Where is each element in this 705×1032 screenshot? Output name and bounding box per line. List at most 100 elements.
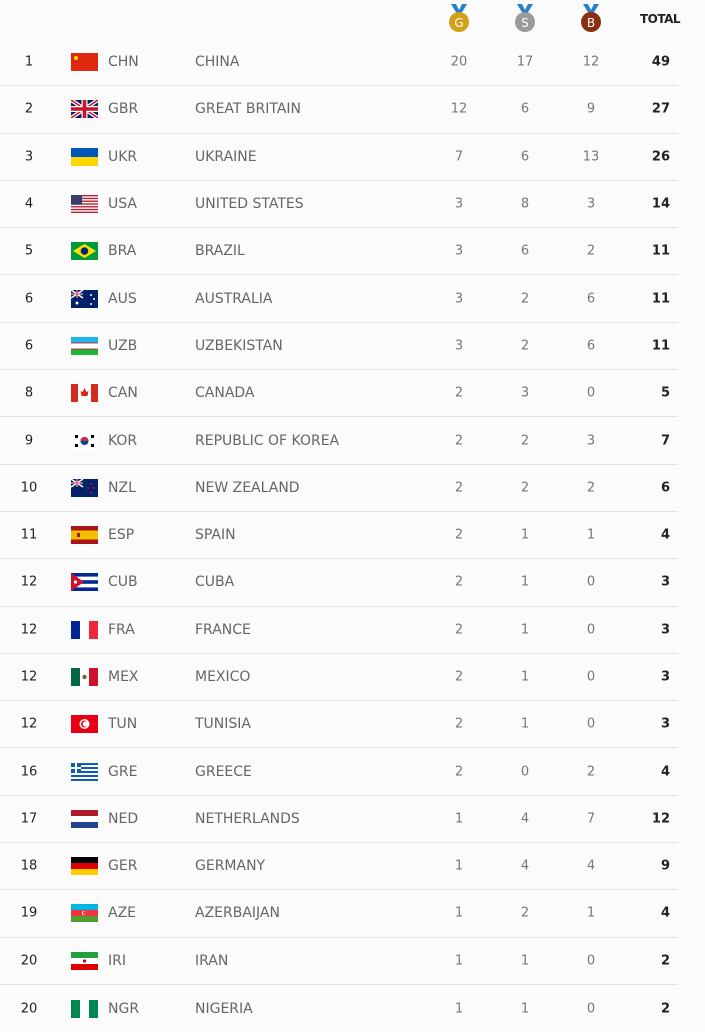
country-name[interactable]: UKRAINE (195, 148, 257, 165)
silver-count: 1 (520, 622, 530, 638)
country-name[interactable]: AUSTRALIA (195, 290, 273, 307)
total-count: 4 (660, 905, 670, 921)
flag-gre-icon (71, 762, 98, 781)
rank: 3 (24, 149, 34, 165)
bronze-count: 3 (586, 433, 596, 449)
gold-count: 2 (454, 433, 464, 449)
total-count: 3 (660, 669, 670, 685)
country-name[interactable]: AZERBAIJAN (195, 905, 280, 922)
country-code: NED (108, 810, 139, 827)
gold-count: 2 (454, 574, 464, 590)
table-row-iri[interactable]: 20 IRI IRAN 1 1 0 2 (0, 938, 678, 985)
bronze-count: 2 (586, 480, 596, 496)
country-name[interactable]: BRAZIL (195, 243, 245, 260)
table-row-cub[interactable]: 12 CUB CUBA 2 1 0 3 (0, 559, 678, 607)
rank: 5 (24, 243, 34, 259)
table-row-kor[interactable]: 9 KOR REPUBLIC OF KOREA 2 2 3 7 (0, 417, 678, 465)
rank: 8 (24, 385, 34, 401)
country-name[interactable]: UZBEKISTAN (195, 337, 283, 354)
flag-usa-icon (71, 195, 98, 214)
table-row-aus[interactable]: 6 AUS AUSTRALIA 3 2 6 11 (0, 275, 678, 323)
flag-bra-icon (71, 242, 98, 261)
flag-chn-icon (71, 53, 98, 72)
table-row-usa[interactable]: 4 USA UNITED STATES 3 8 3 14 (0, 181, 678, 229)
bronze-count: 6 (586, 291, 596, 307)
gold-count: 3 (454, 338, 464, 354)
rank: 1 (24, 54, 34, 70)
country-name[interactable]: TUNISIA (195, 716, 251, 733)
flag-esp-icon (71, 526, 98, 545)
gold-count: 1 (454, 953, 464, 969)
silver-count: 4 (520, 858, 530, 874)
table-row-gre[interactable]: 16 GRE GREECE 2 0 2 4 (0, 748, 678, 796)
table-row-esp[interactable]: 11 ESP SPAIN 2 1 1 4 (0, 512, 678, 560)
country-name[interactable]: CUBA (195, 574, 235, 591)
country-name[interactable]: IRAN (195, 952, 229, 969)
rank: 6 (24, 291, 34, 307)
bronze-count: 7 (586, 811, 596, 827)
total-count: 3 (660, 574, 670, 590)
country-name[interactable]: NETHERLANDS (195, 810, 300, 827)
country-code: ESP (108, 527, 135, 544)
total-count: 2 (660, 953, 670, 969)
gold-count: 2 (454, 480, 464, 496)
table-row-aze[interactable]: 19 AZE AZERBAIJAN 1 2 1 4 (0, 890, 678, 938)
rank: 6 (24, 338, 34, 354)
rank: 20 (20, 953, 38, 969)
table-row-ukr[interactable]: 3 UKR UKRAINE 7 6 13 26 (0, 134, 678, 181)
table-row-nzl[interactable]: 10 NZL NEW ZEALAND 2 2 2 6 (0, 465, 678, 512)
rank: 4 (24, 196, 34, 212)
flag-tun-icon (71, 715, 98, 734)
silver-count: 6 (520, 243, 530, 259)
table-row-ngr[interactable]: 20 NGR NIGERIA 1 1 0 2 (0, 985, 678, 1032)
bronze-count: 2 (586, 243, 596, 259)
table-row-chn[interactable]: 1 CHN CHINA 20 17 12 49 (0, 39, 678, 87)
country-name[interactable]: UNITED STATES (195, 196, 304, 213)
table-row-tun[interactable]: 12 TUN TUNISIA 2 1 0 3 (0, 701, 678, 749)
country-name[interactable]: GREAT BRITAIN (195, 101, 302, 118)
rank: 19 (20, 905, 38, 921)
country-code: NZL (108, 479, 136, 496)
country-name[interactable]: CANADA (195, 385, 255, 402)
total-count: 3 (660, 716, 670, 732)
country-name[interactable]: MEXICO (195, 669, 251, 685)
silver-count: 1 (520, 574, 530, 590)
bronze-count: 3 (586, 196, 596, 212)
table-row-ger[interactable]: 18 GER GERMANY 1 4 4 9 (0, 843, 678, 891)
table-row-mex[interactable]: 12 MEX MEXICO 2 1 0 3 (0, 654, 678, 702)
silver-count: 2 (520, 338, 530, 354)
country-name[interactable]: GREECE (195, 763, 252, 780)
gold-count: 2 (454, 527, 464, 543)
rank: 9 (24, 433, 34, 449)
rank: 11 (20, 527, 38, 543)
country-name[interactable]: NEW ZEALAND (195, 479, 300, 496)
table-row-bra[interactable]: 5 BRA BRAZIL 3 6 2 11 (0, 228, 678, 276)
flag-ngr-icon (71, 999, 98, 1018)
bronze-count: 2 (586, 764, 596, 780)
country-name[interactable]: FRANCE (195, 621, 251, 638)
country-code: FRA (108, 621, 135, 638)
table-row-ned[interactable]: 17 NED NETHERLANDS 1 4 7 12 (0, 796, 678, 844)
total-count: 11 (651, 243, 670, 259)
total-count: 12 (651, 811, 670, 827)
gold-count: 1 (454, 811, 464, 827)
country-name[interactable]: SPAIN (195, 527, 236, 544)
country-code: IRI (108, 952, 126, 969)
total-column-header: TOTAL (640, 12, 681, 26)
table-row-gbr[interactable]: 2 GBR GREAT BRITAIN 12 6 9 27 (0, 86, 678, 134)
gold-count: 3 (454, 243, 464, 259)
table-row-uzb[interactable]: 6 UZB UZBEKISTAN 3 2 6 11 (0, 323, 678, 371)
country-name[interactable]: NIGERIA (195, 1000, 253, 1017)
country-name[interactable]: REPUBLIC OF KOREA (195, 432, 340, 449)
bronze-count: 1 (586, 527, 596, 543)
table-row-can[interactable]: 8 CAN CANADA 2 3 0 5 (0, 370, 678, 418)
bronze-count: 6 (586, 338, 596, 354)
gold-count: 7 (454, 149, 464, 165)
total-count: 5 (660, 385, 670, 401)
country-code: GBR (108, 101, 139, 118)
silver-count: 17 (516, 54, 534, 70)
country-name[interactable]: GERMANY (195, 858, 266, 875)
table-row-fra[interactable]: 12 FRA FRANCE 2 1 0 3 (0, 607, 678, 654)
country-name[interactable]: CHINA (195, 54, 240, 71)
total-count: 27 (651, 101, 670, 117)
